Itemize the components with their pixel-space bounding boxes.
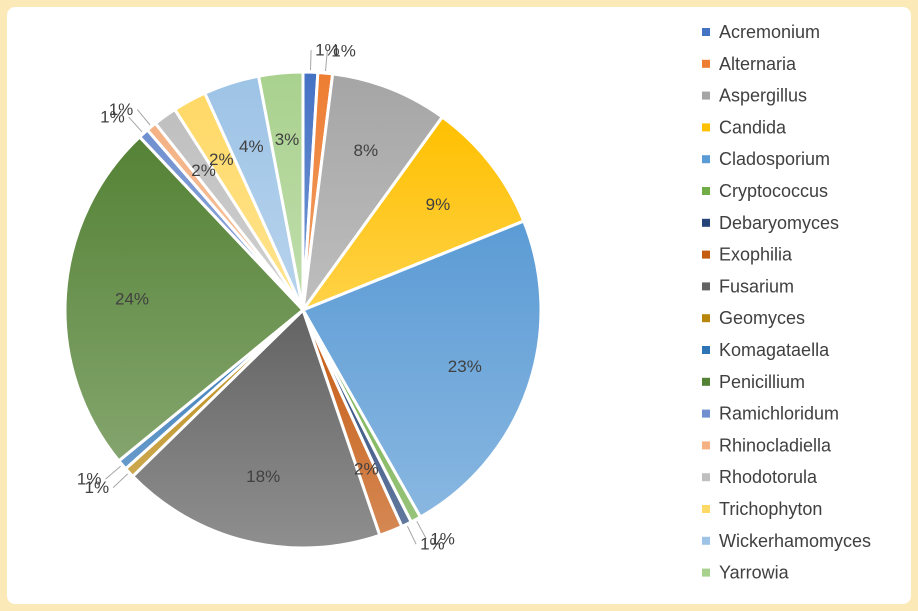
slice-aspergillus (301, 72, 444, 312)
leader-line-debaryomyces (406, 525, 417, 545)
data-labels: 1%1%8%9%23%1%1%2%18%1%1%24%1%1%2%2%4% 3% (77, 41, 482, 554)
legend-swatch-aspergillus (702, 91, 710, 100)
data-label-debaryomyces: 1% (420, 535, 445, 554)
data-label-cladosporium: 23% (448, 357, 482, 376)
data-label-yarrowia: 3% (275, 130, 300, 149)
slice-yarrowia (257, 70, 305, 312)
legend-label-alternaria: Alternaria (719, 54, 797, 74)
data-label-komagataella: 1% (77, 470, 102, 489)
legend-label-cladosporium: Cladosporium (719, 149, 830, 169)
data-label-alternaria: 1% (331, 42, 356, 61)
leader-line-ramichloridum (128, 116, 143, 133)
legend-swatch-alternaria (702, 59, 710, 68)
legend-label-yarrowia: Yarrowia (719, 563, 790, 583)
legend-label-ramichloridum: Ramichloridum (719, 404, 839, 424)
legend-label-fusarium: Fusarium (719, 276, 794, 296)
data-label-wickerhamomyces: 4% (239, 137, 264, 156)
legend-label-acremonium: Acremonium (719, 22, 820, 42)
data-label-rhodotorula: 2% (191, 161, 216, 180)
legend-label-aspergillus: Aspergillus (719, 86, 807, 106)
legend-label-exophilia: Exophilia (719, 245, 793, 265)
pie-slices (63, 70, 543, 550)
legend-swatch-rhinocladiella (702, 441, 710, 450)
slice-cladosporium (301, 219, 543, 519)
data-label-rhinocladiella: 1% (109, 100, 134, 119)
legend-swatch-cryptococcus (702, 187, 710, 195)
data-label-aspergillus: 8% (354, 141, 379, 160)
legend-swatch-ramichloridum (702, 409, 710, 418)
legend-label-candida: Candida (719, 117, 787, 137)
leader-line-rhinocladiella (136, 109, 151, 126)
leader-line-alternaria (325, 51, 328, 72)
slice-fusarium (131, 308, 382, 550)
legend-swatch-yarrowia (702, 568, 710, 577)
legend-swatch-fusarium (702, 282, 710, 291)
data-label-candida: 9% (426, 195, 451, 214)
legend-swatch-candida (702, 123, 710, 132)
legend-label-wickerhamomyces: Wickerhamomyces (719, 531, 871, 551)
data-label-ramichloridum: 1% (100, 108, 125, 127)
legend-swatch-geomyces (702, 314, 710, 323)
legend-swatch-exophilia (702, 250, 710, 259)
legend-label-debaryomyces: Debaryomyces (719, 213, 839, 233)
legend-swatch-acremonium (702, 28, 710, 36)
legend-label-penicillium: Penicillium (719, 372, 805, 392)
legend-label-komagataella: Komagataella (719, 340, 830, 360)
legend-swatch-wickerhamomyces (702, 536, 710, 545)
data-label-trichophyton: 2% (209, 150, 234, 169)
slice-penicillium (63, 135, 305, 463)
leader-line-komagataella (105, 465, 122, 480)
legend-swatch-komagataella (702, 346, 710, 354)
legend-label-rhinocladiella: Rhinocladiella (719, 435, 832, 455)
data-label-acremonium: 1% (315, 41, 340, 60)
leader-line-geomyces (112, 473, 129, 488)
legend-swatch-cladosporium (702, 155, 710, 164)
leader-line-acremonium (310, 50, 312, 71)
legend-swatch-penicillium (702, 377, 710, 386)
data-label-exophilia: 2% (354, 460, 379, 479)
legend: Acremonium Alternaria Aspergillus Candida Cl… (702, 22, 871, 583)
legend-swatch-trichophyton (702, 505, 710, 513)
data-label-penicillium: 24% (115, 290, 149, 309)
data-label-geomyces: 1% (85, 478, 110, 497)
legend-label-geomyces: Geomyces (719, 308, 805, 328)
data-label-cryptococcus: 1% (430, 529, 455, 548)
legend-label-rhodotorula: Rhodotorula (719, 467, 818, 487)
leader-lines (105, 50, 427, 545)
leader-line-cryptococcus (416, 521, 427, 540)
data-label-fusarium: 18% (246, 467, 280, 486)
legend-swatch-debaryomyces (702, 218, 710, 227)
slice-candida (301, 115, 526, 312)
legend-label-trichophyton: Trichophyton (719, 499, 822, 519)
legend-swatch-rhodotorula (702, 473, 710, 482)
legend-label-cryptococcus: Cryptococcus (719, 181, 828, 201)
